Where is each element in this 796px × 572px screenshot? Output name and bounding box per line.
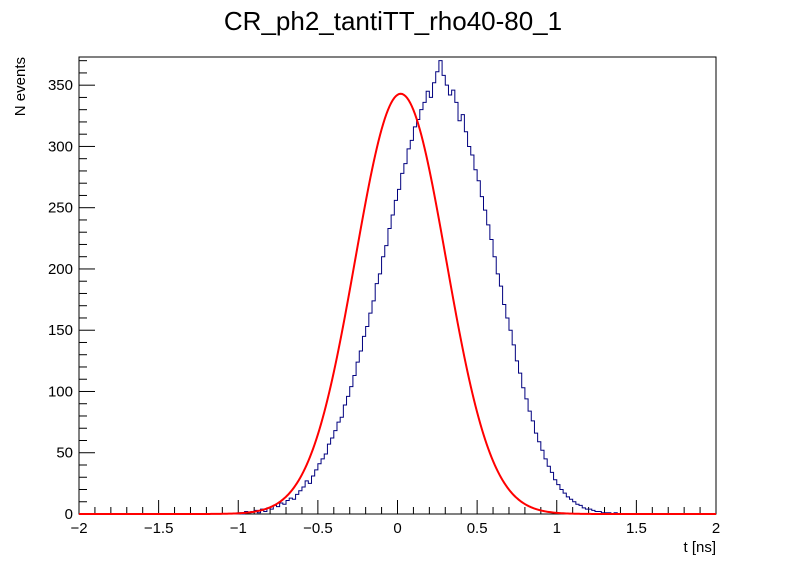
chart-title: CR_ph2_tantiTT_rho40-80_1 [224, 6, 562, 36]
y-tick-label: 50 [56, 445, 73, 462]
y-tick-label: 350 [48, 77, 73, 94]
x-axis-title: t [ns] [683, 539, 716, 556]
y-axis-title: N events [12, 57, 29, 116]
x-tick-label: −0.5 [303, 520, 333, 537]
x-tick-label: 0 [393, 520, 401, 537]
plot-area: −2 −1.5 −1 −0.5 0 0.5 1 1.5 2 0 50 100 150 200 250 300… [48, 56, 720, 537]
y-tick-label: 250 [48, 200, 73, 217]
y-tick-label: 300 [48, 138, 73, 155]
x-tick-label: −1 [230, 520, 247, 537]
x-tick-label: 1 [553, 520, 561, 537]
x-tick-label: −1.5 [144, 520, 174, 537]
axis-ticks [78, 60, 717, 515]
y-tick-label: 0 [65, 506, 73, 523]
x-tick-label: 2 [712, 520, 720, 537]
histogram-series [79, 60, 716, 515]
x-tick-label: 1.5 [626, 520, 647, 537]
x-tick-labels: −2 −1.5 −1 −0.5 0 0.5 1 1.5 2 [70, 520, 720, 537]
y-tick-label: 150 [48, 322, 73, 339]
y-tick-label: 200 [48, 261, 73, 278]
y-tick-labels: 0 50 100 150 200 250 300 350 [48, 77, 73, 523]
y-tick-label: 100 [48, 383, 73, 400]
x-tick-label: 0.5 [467, 520, 488, 537]
fit-curve [79, 92, 716, 515]
x-tick-label: −2 [70, 520, 87, 537]
